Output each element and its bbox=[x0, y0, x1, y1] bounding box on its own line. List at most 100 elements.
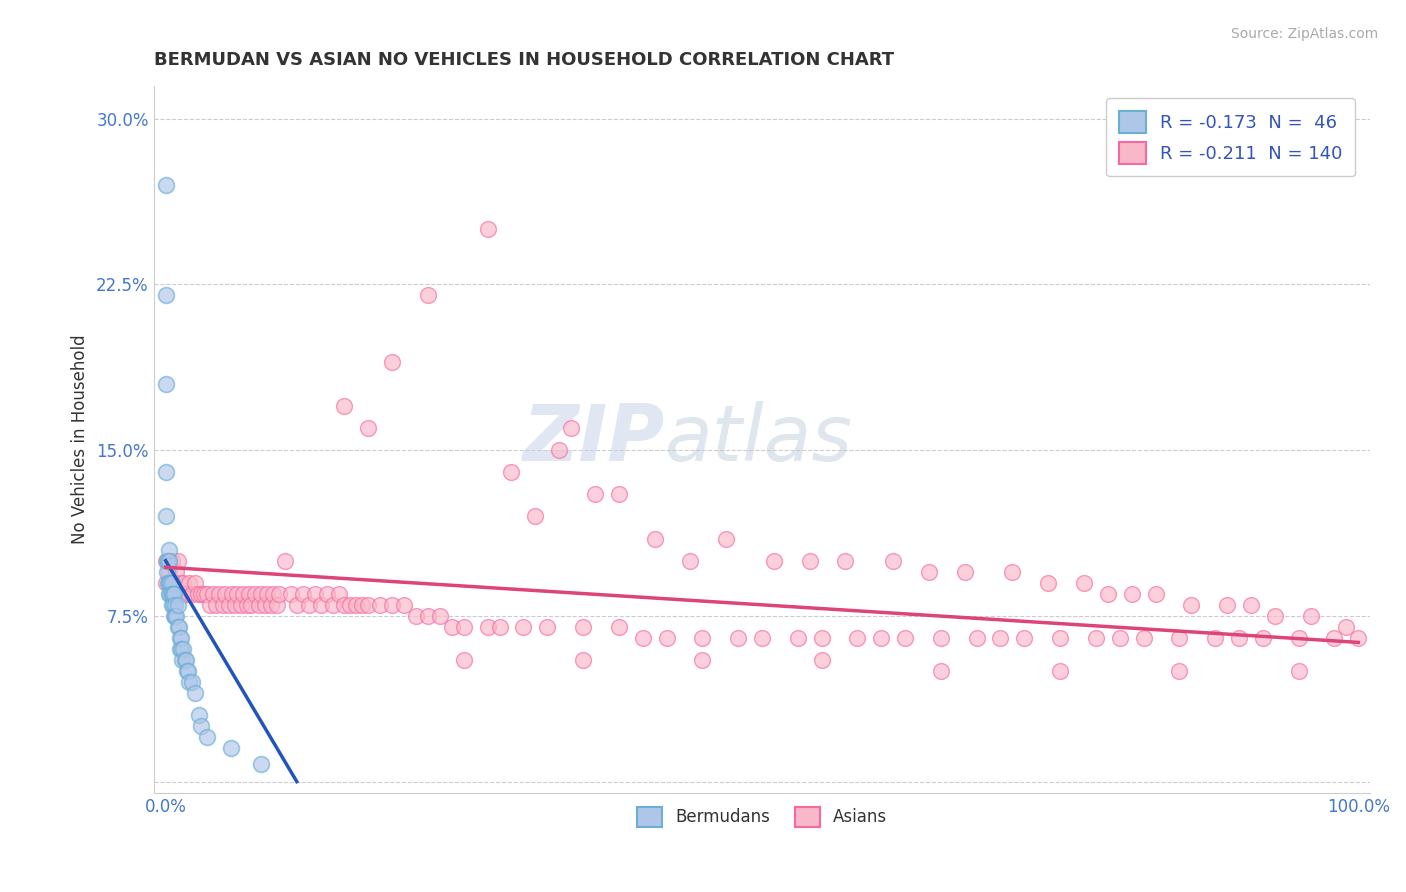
Point bbox=[405, 608, 427, 623]
Point bbox=[1168, 664, 1191, 678]
Point bbox=[155, 465, 177, 479]
Point bbox=[285, 598, 308, 612]
Point bbox=[315, 587, 337, 601]
Point bbox=[165, 608, 187, 623]
Point bbox=[247, 598, 270, 612]
Point bbox=[501, 465, 523, 479]
Point bbox=[267, 587, 290, 601]
Point bbox=[172, 653, 194, 667]
Point bbox=[218, 598, 240, 612]
Point bbox=[339, 598, 361, 612]
Point bbox=[165, 565, 187, 579]
Point bbox=[156, 575, 179, 590]
Point bbox=[184, 686, 207, 700]
Point bbox=[1264, 608, 1286, 623]
Point bbox=[631, 631, 654, 645]
Point bbox=[882, 554, 904, 568]
Point bbox=[1180, 598, 1202, 612]
Point bbox=[644, 532, 666, 546]
Point bbox=[190, 719, 212, 733]
Point bbox=[477, 222, 499, 236]
Point bbox=[1216, 598, 1239, 612]
Point bbox=[1073, 575, 1095, 590]
Point bbox=[177, 664, 200, 678]
Point bbox=[155, 509, 177, 524]
Point bbox=[166, 620, 188, 634]
Point bbox=[195, 731, 218, 745]
Point bbox=[157, 587, 180, 601]
Point bbox=[1240, 598, 1263, 612]
Point bbox=[280, 587, 302, 601]
Point bbox=[202, 587, 225, 601]
Point bbox=[259, 598, 281, 612]
Point bbox=[235, 598, 257, 612]
Point bbox=[1288, 664, 1310, 678]
Point bbox=[291, 587, 314, 601]
Point bbox=[253, 598, 276, 612]
Point bbox=[173, 642, 195, 657]
Point bbox=[214, 587, 236, 601]
Point bbox=[211, 598, 233, 612]
Point bbox=[572, 653, 595, 667]
Point bbox=[208, 587, 231, 601]
Point bbox=[357, 421, 380, 435]
Point bbox=[1227, 631, 1250, 645]
Point bbox=[155, 554, 177, 568]
Point bbox=[165, 598, 187, 612]
Point bbox=[607, 487, 630, 501]
Point bbox=[298, 598, 321, 612]
Point bbox=[1144, 587, 1167, 601]
Point bbox=[166, 598, 188, 612]
Point bbox=[440, 620, 463, 634]
Legend: Bermudans, Asians: Bermudans, Asians bbox=[630, 800, 894, 834]
Point bbox=[453, 620, 475, 634]
Point bbox=[1036, 575, 1059, 590]
Point bbox=[169, 631, 191, 645]
Point bbox=[221, 587, 243, 601]
Point bbox=[174, 653, 197, 667]
Point bbox=[488, 620, 510, 634]
Point bbox=[155, 575, 177, 590]
Point bbox=[170, 631, 193, 645]
Point bbox=[219, 741, 242, 756]
Point bbox=[810, 631, 832, 645]
Point bbox=[536, 620, 558, 634]
Point bbox=[929, 631, 952, 645]
Point bbox=[368, 598, 391, 612]
Point bbox=[690, 653, 713, 667]
Point bbox=[1299, 608, 1322, 623]
Point bbox=[690, 631, 713, 645]
Point bbox=[176, 587, 198, 601]
Point bbox=[453, 653, 475, 667]
Point bbox=[416, 288, 439, 302]
Point bbox=[190, 587, 212, 601]
Point bbox=[1347, 631, 1369, 645]
Point bbox=[160, 598, 183, 612]
Point bbox=[155, 288, 177, 302]
Point bbox=[1204, 631, 1226, 645]
Point bbox=[1168, 631, 1191, 645]
Text: ZIP: ZIP bbox=[523, 401, 665, 477]
Point bbox=[156, 554, 179, 568]
Point bbox=[1049, 631, 1071, 645]
Point bbox=[1323, 631, 1346, 645]
Point bbox=[157, 542, 180, 557]
Point bbox=[333, 598, 356, 612]
Point bbox=[274, 554, 297, 568]
Point bbox=[262, 587, 284, 601]
Point bbox=[810, 653, 832, 667]
Point bbox=[170, 587, 193, 601]
Point bbox=[357, 598, 380, 612]
Point bbox=[846, 631, 869, 645]
Point bbox=[157, 575, 180, 590]
Point bbox=[156, 565, 179, 579]
Point bbox=[304, 587, 326, 601]
Point bbox=[180, 587, 202, 601]
Point bbox=[309, 598, 332, 612]
Point bbox=[195, 587, 218, 601]
Point bbox=[232, 587, 254, 601]
Text: BERMUDAN VS ASIAN NO VEHICLES IN HOUSEHOLD CORRELATION CHART: BERMUDAN VS ASIAN NO VEHICLES IN HOUSEHO… bbox=[153, 51, 894, 69]
Point bbox=[163, 587, 186, 601]
Point bbox=[1251, 631, 1274, 645]
Point bbox=[352, 598, 374, 612]
